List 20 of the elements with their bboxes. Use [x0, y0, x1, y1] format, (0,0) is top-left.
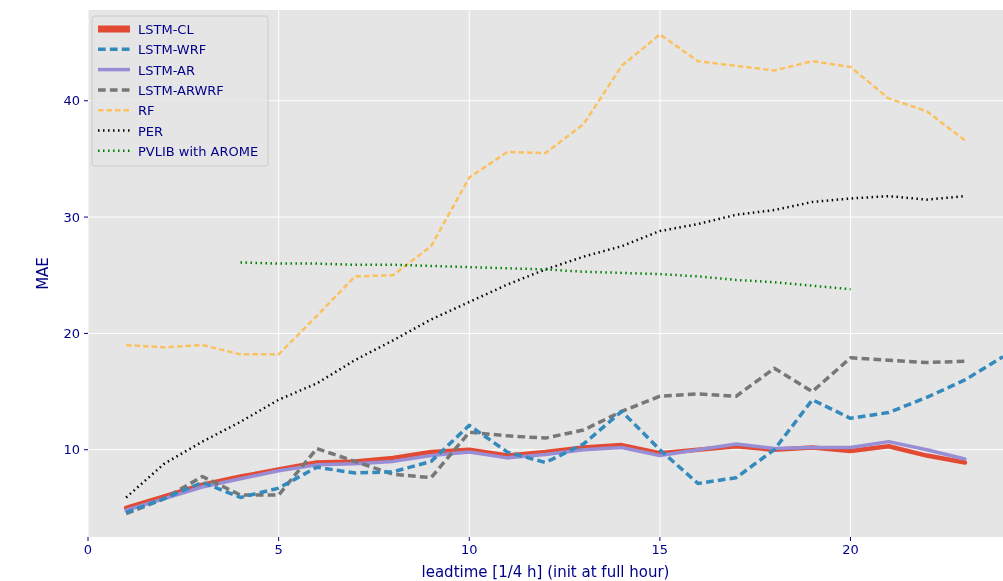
- x-tick-label: 5: [274, 542, 283, 557]
- x-tick-label: 10: [460, 542, 478, 557]
- line-series: [239, 261, 852, 291]
- x-tick-label: 15: [651, 542, 669, 557]
- legend-label: LSTM-WRF: [138, 42, 207, 58]
- y-axis-title: MAE: [34, 257, 52, 290]
- x-axis-title: leadtime [1/4 h] (init at full hour): [421, 563, 670, 581]
- legend-label: PVLIB with AROME: [138, 143, 259, 159]
- y-tick-label: 40: [63, 93, 80, 109]
- y-tick-label: 10: [63, 442, 80, 458]
- x-tick-label: 20: [842, 542, 859, 557]
- y-tick-label: 20: [63, 325, 80, 341]
- legend-label: LSTM-ARWRF: [138, 82, 224, 98]
- legend-label: LSTM-CL: [138, 22, 195, 37]
- y-tick-label: 30: [63, 209, 80, 225]
- line-series: [124, 33, 967, 356]
- legend-label: RF: [138, 103, 155, 119]
- x-tick-label: 0: [83, 542, 93, 557]
- legend-label: LSTM-AR: [138, 62, 195, 78]
- legend-label: PER: [138, 123, 164, 139]
